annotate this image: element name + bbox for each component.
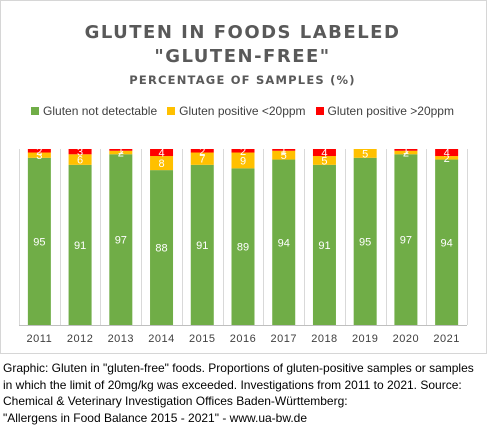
data-label: 5 [281,150,287,162]
bar-segment [394,149,418,151]
data-label: 6 [77,155,83,167]
bar-segment [312,149,336,157]
x-tick-label: 2019 [352,333,378,345]
data-label: 95 [359,236,371,248]
bar-segment [150,170,174,325]
bar-segment [353,157,377,325]
bar-segment [435,156,459,160]
bar-segment [190,152,214,165]
chart-title-line2: "GLUTEN-FREE" [154,46,331,67]
caption-line: "Allergens in Food Balance 2015 - 2021" … [3,410,308,425]
bar-segment [27,152,51,158]
bar-segment [353,149,377,158]
legend-swatch-red [315,107,324,115]
bar-segment [312,164,336,325]
data-label: 1 [281,145,287,157]
bar-segment [272,159,296,325]
bar-segment [231,152,255,169]
bar-segment [109,150,133,155]
x-tick-label: 2011 [27,333,53,345]
bar-segment [150,156,174,171]
data-label: 2 [36,146,42,158]
bar-segment [435,159,459,325]
bar-segment [190,164,214,325]
data-label: 7 [199,154,205,166]
x-tick-label: 2017 [270,333,296,345]
data-label: 97 [400,235,412,247]
data-label: 91 [196,240,208,252]
data-label: 2 [403,148,409,160]
data-label: 91 [318,240,330,252]
data-label: 4 [444,148,450,160]
bar-segment [109,154,133,325]
chart-title-line1: GLUTEN IN FOODS LABELED [84,22,401,43]
data-label: 4 [158,148,164,160]
legend-item-not-detectable: Gluten not detectable [31,104,157,118]
bar-segment [68,154,92,165]
x-tick-label: 2021 [433,333,459,345]
chart-subtitle: PERCENTAGE OF SAMPLES (%) [129,73,356,87]
data-label: 9 [240,155,246,167]
data-label: 89 [237,242,249,254]
data-label: 2 [199,146,205,158]
bar-segment [190,149,214,153]
bar-segment [394,154,418,325]
legend-label: Gluten positive >20ppm [327,104,454,118]
bar-segment [312,156,336,165]
legend-item-positive-over-20ppm: Gluten positive >20ppm [315,104,454,118]
bar-segment [27,149,51,153]
bar-segment [231,149,255,153]
data-label: 2 [118,148,124,160]
x-tick-label: 2020 [393,333,419,345]
x-tick-label: 2015 [189,333,215,345]
caption-line: Chemical & Veterinary Investigation Offi… [3,394,348,408]
data-label: 97 [115,235,127,247]
x-tick-label: 2016 [230,333,256,345]
data-label: 5 [362,148,368,160]
caption-line: in which the limit of 20mg/kg was exceed… [3,377,462,392]
bar-segment [109,149,133,151]
caption-line: Graphic: Gluten in "gluten-free" foods. … [3,361,474,375]
bar-segment [231,168,255,325]
figure-caption: Graphic: Gluten in "gluten-free" foods. … [3,360,485,426]
legend-label: Gluten not detectable [43,104,158,118]
data-label: 2 [444,153,450,165]
x-tick-label: 2012 [67,333,93,345]
bar-segment [272,149,296,151]
bar-segment [272,150,296,160]
legend-label: Gluten positive <20ppm [179,104,306,118]
bar-segment [27,157,51,325]
data-label: 3 [77,147,83,159]
data-label: 1 [118,145,124,157]
data-label: 94 [441,237,453,249]
data-label: 91 [74,240,86,252]
data-label: 5 [321,155,327,167]
data-label: 94 [278,237,290,249]
bar-segment [394,150,418,155]
legend: Gluten not detectable Gluten positive <2… [0,104,485,118]
bar-segment [435,149,459,157]
data-label: 1 [403,145,409,157]
data-label: 3 [36,150,42,162]
data-label: 4 [321,148,327,160]
bar-segment [68,164,92,325]
stacked-bar-chart: 9532201191632012972120138884201491722015… [19,145,468,345]
x-tick-label: 2014 [148,333,174,345]
legend-item-positive-under-20ppm: Gluten positive <20ppm [167,104,306,118]
bar-segment [150,149,174,157]
data-label: 2 [240,146,246,158]
legend-swatch-yellow [167,107,176,115]
legend-swatch-green [31,107,40,115]
data-label: 95 [33,236,45,248]
data-label: 88 [155,243,167,255]
bar-segment [68,149,92,155]
x-tick-label: 2013 [108,333,134,345]
data-label: 8 [158,158,164,170]
x-tick-label: 2018 [311,333,337,345]
